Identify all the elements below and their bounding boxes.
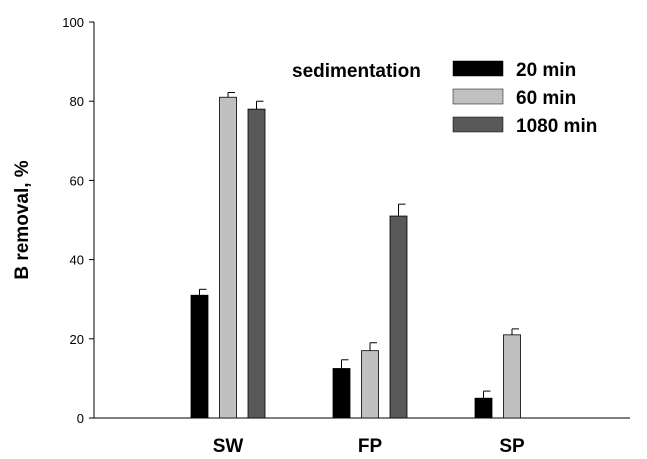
bar	[474, 397, 493, 419]
legend-title: sedimentation	[292, 61, 421, 82]
y-tick-label: 0	[77, 411, 84, 426]
legend-swatch	[452, 116, 504, 133]
bar	[361, 350, 379, 419]
y-tick-label: 40	[70, 253, 84, 268]
legend-label: 60 min	[516, 88, 576, 109]
bar	[219, 96, 237, 419]
bar	[190, 294, 209, 419]
legend: sedimentation 20 min 60 min 1080 min	[292, 60, 597, 137]
legend-swatch	[452, 88, 504, 105]
x-tick-label: SP	[499, 436, 525, 457]
legend-label: 20 min	[516, 60, 576, 81]
bar	[389, 215, 408, 419]
y-tick-label: 80	[70, 94, 84, 109]
y-tick-label: 20	[70, 332, 84, 347]
bar	[332, 368, 351, 419]
bar	[247, 108, 266, 419]
y-tick-label: 60	[70, 173, 84, 188]
legend-swatch	[452, 60, 504, 77]
y-ticks: 0 20 40 60 80 100	[62, 15, 94, 426]
x-tick-labels: SW FP SP	[213, 436, 525, 457]
bars	[190, 91, 521, 419]
y-axis-title: B removal, %	[12, 160, 33, 279]
x-tick-label: FP	[358, 436, 383, 457]
y-tick-label: 100	[62, 15, 84, 30]
x-tick-label: SW	[213, 436, 244, 457]
legend-label: 1080 min	[516, 116, 597, 137]
bar	[503, 334, 521, 419]
